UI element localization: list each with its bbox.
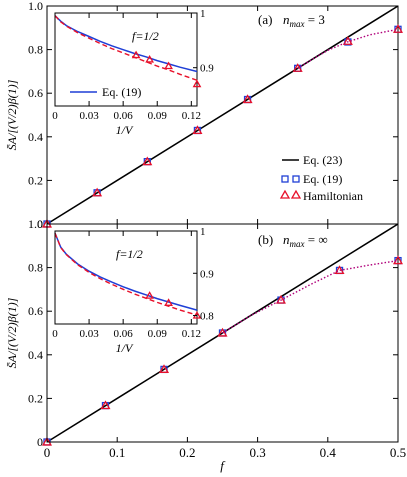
panel-a-inset-hamiltonian-point — [145, 54, 154, 63]
panel-b-xtick-label: 0.5 — [390, 445, 406, 460]
panel-a-ylabel: S̄A/[(V/2)β(1)] — [5, 79, 19, 150]
panel-a-hamiltonian-point — [92, 187, 103, 197]
inset-b-xlabel: 1/V — [116, 341, 134, 355]
panel-b-inset-ytick-label: 0.9 — [200, 268, 214, 280]
panel-b-inset-hamiltonian-point — [145, 291, 154, 299]
legend-eq19-square-2 — [292, 175, 300, 183]
panel-b-xtick-label: 0.3 — [249, 445, 265, 460]
panel-b-ytick-label: 1.0 — [28, 217, 43, 231]
panel-b: 0 0.2 0.4 0.6 0.8 1.0 0 0.1 0.2 0.3 0.4 0.5 (b) nm… — [5, 217, 406, 473]
panel-b-nmax: nmax = ∞ — [283, 232, 328, 249]
panel-b-xlabel: f — [220, 458, 226, 473]
inset-a-title: f=1/2 — [132, 29, 159, 43]
inset-b-title: f=1/2 — [116, 247, 143, 261]
panel-a-hamiltonian-point — [392, 24, 404, 33]
panel-b-frame — [46, 223, 399, 443]
panel-a-inset-xtick-label: 0.09 — [148, 110, 168, 122]
panel-a-inset-xtick-label: 0.06 — [114, 110, 134, 122]
panel-b-inset-xtick-label: 0 — [52, 328, 58, 340]
panel-b-ytick-label: 0.8 — [28, 261, 43, 275]
panel-a-inset-ytick-label: 1 — [200, 8, 206, 20]
legend-eq19-label: Eq. (19) — [303, 172, 342, 186]
panel-b-inset-xtick-label: 0.12 — [182, 328, 201, 340]
panel-a-nmax: nmax = 3 — [283, 12, 325, 29]
panel-b-hamiltonian-point — [217, 327, 228, 337]
panel-a-hamiltonian-point — [192, 125, 203, 135]
panel-a-label: (a) — [258, 12, 272, 27]
panel-b-inset-xtick-label: 0.03 — [79, 328, 99, 340]
panel-b-xtick-label: 0.2 — [179, 445, 195, 460]
panel-b-inset-xtick-label: 0.06 — [114, 328, 134, 340]
panel-a-eq-23-series — [46, 5, 399, 225]
panel-a-inset-hamiltonian-point — [131, 50, 141, 59]
legend: Eq. (23) Eq. (19) Hamiltonian — [279, 153, 363, 203]
inset-b-frame — [54, 230, 198, 325]
panel-a-ytick-label: 0.2 — [28, 173, 43, 187]
panel-b-label: (b) — [258, 232, 273, 247]
panel-b-ytick-label: 0 — [37, 435, 43, 449]
panel-a-inset-hamiltonian-point — [164, 61, 173, 70]
panel-b-xtick-label: 0 — [44, 445, 51, 460]
panel-b-hamiltonian-point — [334, 265, 345, 275]
inset-a-legend-label: Eq. (19) — [102, 85, 141, 99]
panel-b-ytick-label: 0.4 — [28, 348, 43, 362]
panel-a-inset-xtick-label: 0.12 — [182, 110, 201, 122]
panel-a-inset-hamiltonian-point — [192, 79, 202, 88]
panel-a-ytick-label: 1.0 — [28, 0, 43, 13]
legend-eq23-label: Eq. (23) — [303, 153, 342, 167]
panel-a-hamiltonian-point — [342, 36, 353, 45]
panel-b-ytick-label: 0.2 — [28, 391, 43, 405]
panel-b-hamiltonian-point — [275, 294, 286, 304]
panel-b-xtick-label: 0.4 — [320, 445, 337, 460]
legend-hamiltonian-triangle-2 — [290, 189, 302, 199]
panel-b-hamiltonian-point — [392, 255, 404, 265]
panel-a-ytick-label: 0.6 — [28, 86, 43, 100]
panel-b-ylabel: S̄A/[(V/2)β(1)] — [5, 297, 19, 368]
legend-hamiltonian-triangle-1 — [279, 189, 291, 199]
panel-a-dotted-series — [297, 28, 399, 69]
panel-a-ytick-label: 0 — [37, 217, 43, 231]
inset-a-xlabel: 1/V — [116, 123, 134, 137]
panel-a-inset-dashed-series — [54, 15, 198, 81]
panel-a-hamiltonian-point — [292, 63, 303, 72]
panel-b-ytick-label: 0.6 — [28, 304, 43, 318]
panel-a: 0 0.2 0.4 0.6 0.8 1.0 (a) nmax = 3 S̄A/[(V/2)… — [5, 0, 404, 231]
legend-hamiltonian-label: Hamiltonian — [303, 189, 363, 203]
panel-a-inset-ytick-label: 0.9 — [200, 63, 214, 75]
panel-b-inset-xtick-label: 0.09 — [148, 328, 168, 340]
inset-a: 0 0.03 0.06 0.09 0.12 0.9 1 f=1/2 Eq. (19) 1/… — [52, 8, 214, 137]
panel-b-hamiltonian-point — [159, 364, 170, 373]
panel-b-hamiltonian-point — [100, 400, 111, 410]
panel-b-inset-ytick-label: 0.8 — [200, 311, 214, 323]
inset-b: 0 0.03 0.06 0.09 0.12 0.8 0.9 1 f=1/2 1/V — [52, 226, 214, 355]
legend-eq19-square-1 — [281, 175, 289, 183]
panel-a-ytick-label: 0.8 — [28, 43, 43, 57]
panel-a-ytick-label: 0.4 — [28, 130, 43, 144]
panel-a-inset-xtick-label: 0.03 — [79, 110, 99, 122]
panel-b-inset-hamiltonian-point — [164, 298, 173, 306]
panel-a-inset-xtick-label: 0 — [52, 110, 58, 122]
panel-b-xtick-label: 0.1 — [109, 445, 125, 460]
panel-a-hamiltonian-point — [142, 156, 153, 166]
panel-a-hamiltonian-point — [242, 94, 253, 104]
panel-b-dotted-series — [222, 259, 399, 334]
panel-b-inset-ytick-label: 1 — [200, 226, 206, 238]
inset-a-frame — [54, 12, 198, 107]
